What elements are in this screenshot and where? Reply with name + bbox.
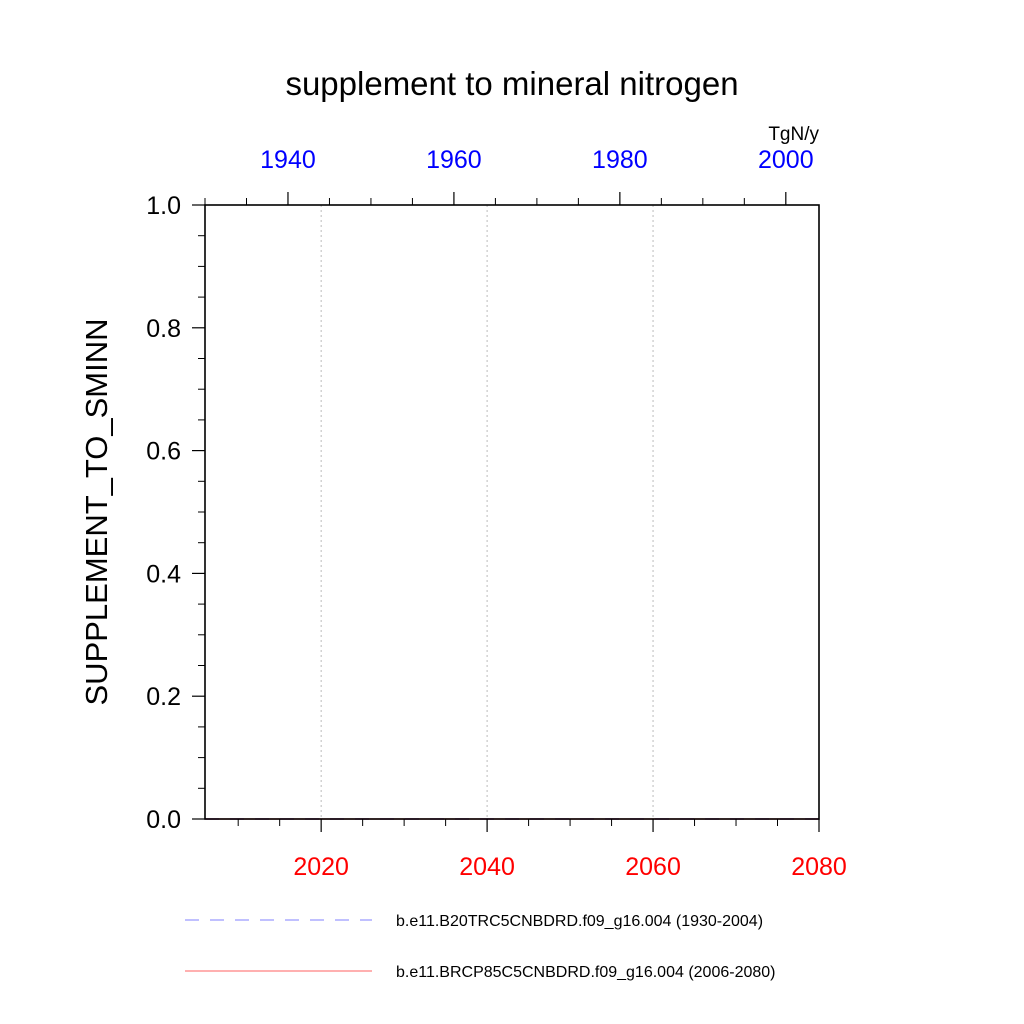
bottom-tick-label-2060: 2060 <box>625 853 681 881</box>
tick-layer <box>192 192 820 832</box>
y-tick-label-3: 0.6 <box>146 438 181 466</box>
y-tick-label-0: 0.0 <box>146 806 181 834</box>
legend-label-rcp85: b.e11.BRCP85C5CNBDRD.f09_g16.004 (2006-2… <box>396 964 775 981</box>
y-tick-label-1: 0.2 <box>146 683 181 711</box>
top-tick-label-1960: 1960 <box>426 146 482 174</box>
plot-frame <box>204 204 820 820</box>
legend-label-historical: b.e11.B20TRC5CNBDRD.f09_g16.004 (1930-20… <box>396 913 763 930</box>
bottom-tick-label-2040: 2040 <box>459 853 515 881</box>
chart-title: supplement to mineral nitrogen <box>285 65 738 102</box>
units-label: TgN/y <box>768 124 819 145</box>
top-tick-label-1940: 1940 <box>260 146 316 174</box>
grid-layer <box>320 205 654 819</box>
bottom-tick-label-2020: 2020 <box>293 853 349 881</box>
y-tick-label-4: 0.8 <box>146 315 181 343</box>
y-tick-label-5: 1.0 <box>146 192 181 220</box>
y-axis-label: SUPPLEMENT_TO_SMINN <box>79 318 114 705</box>
legend: b.e11.B20TRC5CNBDRD.f09_g16.004 (1930-20… <box>185 913 775 981</box>
top-tick-label-2000: 2000 <box>758 146 814 174</box>
y-tick-label-2: 0.4 <box>146 560 181 588</box>
bottom-tick-label-2080: 2080 <box>791 853 847 881</box>
label-layer: 2020 2040 2060 2080 1940 1960 1980 2000 0.0 0.2 0.… <box>146 146 847 881</box>
top-tick-label-1980: 1980 <box>592 146 648 174</box>
